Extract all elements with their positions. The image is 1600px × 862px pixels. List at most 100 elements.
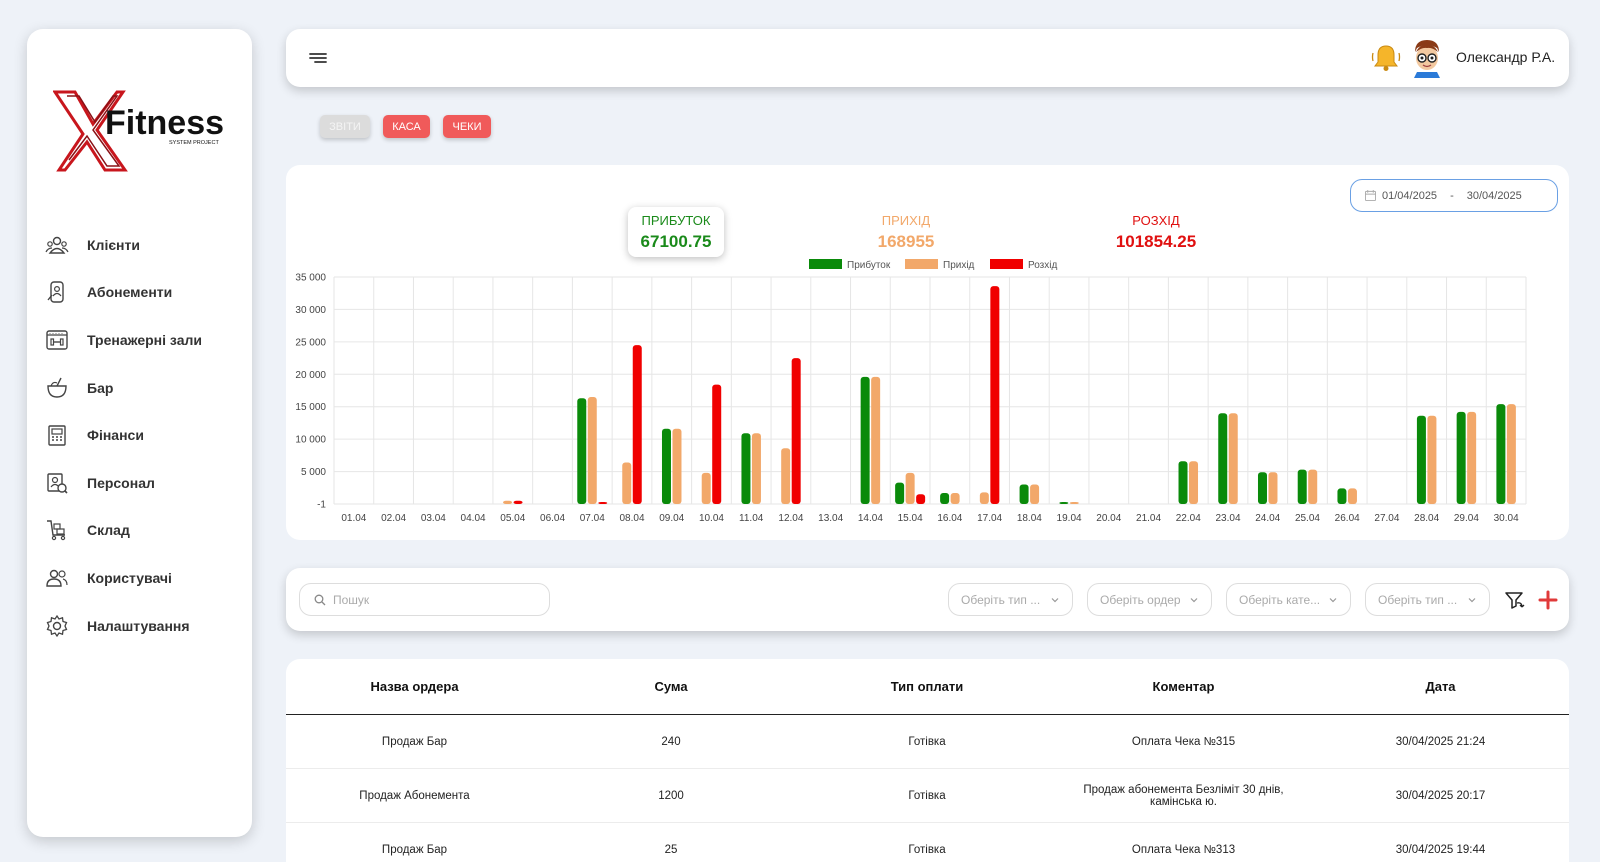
x-tick-label: 30.04 — [1494, 513, 1519, 524]
table-row[interactable]: Продаж Бар 25 Готівка Оплата Чека №313 3… — [286, 823, 1569, 862]
profit-value: 67100.75 — [640, 232, 712, 251]
bar-Прибуток — [1337, 488, 1347, 504]
x-tick-label: 03.04 — [421, 513, 446, 524]
bar-Прихід — [1030, 484, 1040, 504]
bar-Прихід — [503, 500, 513, 504]
column-header[interactable]: Коментар — [1152, 679, 1215, 694]
add-icon[interactable] — [1537, 589, 1559, 611]
tab-checks[interactable]: ЧЕКИ — [443, 115, 491, 138]
bar-Розхід — [598, 502, 608, 504]
sidebar-item-gyms[interactable]: Тренажерні зали — [45, 316, 245, 364]
sidebar-item-staff[interactable]: Персонал — [45, 459, 245, 507]
y-tick-label: 15 000 — [295, 402, 326, 413]
type-select-value: Оберіть тип ... — [961, 592, 1041, 607]
legend-swatch — [990, 259, 1023, 269]
bar-Розхід — [916, 494, 926, 504]
column-header[interactable]: Назва ордера — [370, 679, 459, 694]
column-header[interactable]: Дата — [1425, 679, 1456, 694]
table-row[interactable]: Продаж Бар 240 Готівка Оплата Чека №315 … — [286, 715, 1569, 769]
sidebar-item-label: Склад — [87, 522, 130, 539]
search-icon — [314, 594, 326, 605]
payment-type-cell: Готівка — [908, 843, 946, 856]
bar-Розхід — [990, 286, 1000, 504]
sidebar-item-warehouse[interactable]: Склад — [45, 507, 245, 555]
xfitness-logo[interactable]: Fitness SYSTEM PROJECT — [52, 84, 233, 174]
bar-Прихід — [672, 428, 682, 504]
sidebar-item-subscriptions[interactable]: Абонементи — [45, 269, 245, 317]
income-value: 168955 — [877, 232, 935, 251]
x-tick-label: 07.04 — [580, 513, 605, 524]
x-tick-label: 23.04 — [1215, 513, 1240, 524]
x-tick-label: 08.04 — [619, 513, 644, 524]
table-body: Продаж Бар 240 Готівка Оплата Чека №315 … — [286, 715, 1569, 862]
bar-Прихід — [1189, 461, 1199, 504]
order-select[interactable]: Оберіть ордер — [1087, 583, 1212, 616]
search-input[interactable] — [333, 592, 533, 607]
legend-label: Прибуток — [847, 259, 891, 271]
income-summary[interactable]: ПРИХІД 168955 — [861, 213, 951, 252]
bar-Прихід — [1268, 472, 1278, 504]
search-box[interactable] — [299, 583, 550, 616]
tab-cash[interactable]: КАСА — [383, 115, 430, 138]
sidebar-item-finance[interactable]: Фінанси — [45, 411, 245, 459]
bar-Прибуток — [1297, 469, 1307, 504]
order-name-cell: Продаж Бар — [381, 843, 448, 856]
y-tick-label: 35 000 — [295, 273, 326, 284]
bar-Розхід — [513, 500, 523, 504]
finance-chart-card: 01/04/2025 - 30/04/2025 ПРИБУТОК 67100.7… — [286, 165, 1569, 540]
sidebar-item-settings[interactable]: Налаштування — [45, 602, 245, 650]
x-tick-label: 12.04 — [778, 513, 803, 524]
bar-Прибуток — [1257, 472, 1267, 504]
sidebar: Fitness SYSTEM PROJECT Клієнти Абонемент… — [27, 29, 252, 837]
user-name[interactable]: Олександр Р.А. — [1456, 49, 1556, 65]
bar-Прихід — [871, 376, 881, 504]
bar-Прихід — [622, 462, 632, 504]
table-header: Назва ордера Сума Тип оплати Коментар Да… — [286, 659, 1569, 715]
payment-type-select[interactable]: Оберіть тип ... — [1365, 583, 1490, 616]
x-tick-label: 14.04 — [858, 513, 883, 524]
subscriptions-icon — [47, 281, 64, 304]
column-header[interactable]: Тип оплати — [890, 679, 964, 694]
chevron-down-icon — [1468, 597, 1476, 602]
date-range-picker[interactable]: 01/04/2025 - 30/04/2025 — [1350, 179, 1558, 212]
clear-filter-icon[interactable] — [1503, 589, 1525, 611]
x-tick-label: 19.04 — [1057, 513, 1082, 524]
profit-summary[interactable]: ПРИБУТОК 67100.75 — [628, 207, 724, 257]
column-header[interactable]: Сума — [654, 679, 688, 694]
sidebar-item-users[interactable]: Користувачі — [45, 554, 245, 602]
bar-Прихід — [1467, 411, 1477, 504]
sidebar-item-label: Користувачі — [87, 569, 172, 586]
order-name-cell: Продаж Бар — [381, 735, 448, 748]
bar-Розхід — [712, 384, 722, 504]
sidebar-item-bar[interactable]: Бар — [45, 364, 245, 412]
x-tick-label: 28.04 — [1414, 513, 1439, 524]
sidebar-item-label: Абонементи — [87, 284, 173, 301]
table-row[interactable]: Продаж Абонемента 1200 Готівка Продаж аб… — [286, 769, 1569, 823]
sidebar-item-clients[interactable]: Клієнти — [45, 221, 245, 269]
chevron-down-icon — [1051, 597, 1059, 602]
type-select[interactable]: Оберіть тип ... — [948, 583, 1073, 616]
order-name-cell: Продаж Абонемента — [359, 789, 470, 802]
users-icon — [46, 569, 68, 587]
bar-Прибуток — [860, 376, 870, 504]
bar-Прихід — [1427, 415, 1437, 504]
comment-cell: Оплата Чека №315 — [1131, 735, 1236, 748]
sidebar-item-label: Фінанси — [87, 427, 144, 444]
sidebar-item-label: Персонал — [87, 474, 155, 491]
logo-graphic: Fitness SYSTEM PROJECT — [52, 90, 224, 172]
y-tick-label: 25 000 — [295, 337, 326, 348]
x-tick-label: 15.04 — [898, 513, 923, 524]
category-select[interactable]: Оберіть кате... — [1226, 583, 1351, 616]
menu-icon[interactable] — [308, 49, 328, 67]
comment-cell: Продаж абонемента Безліміт 30 днів, камі… — [1083, 783, 1284, 808]
x-tick-label: 04.04 — [461, 513, 486, 524]
tab-reports[interactable]: ЗВІТИ — [320, 115, 370, 138]
avatar[interactable] — [1410, 38, 1444, 78]
bar-Прихід — [1069, 502, 1079, 504]
expense-summary[interactable]: РОЗХІД 101854.25 — [1106, 213, 1206, 252]
payment-type-cell: Готівка — [908, 789, 946, 802]
x-tick-label: 18.04 — [1017, 513, 1042, 524]
sidebar-item-label: Налаштування — [87, 617, 190, 634]
profit-label: ПРИБУТОК — [641, 213, 711, 228]
bell-icon[interactable] — [1369, 41, 1403, 75]
